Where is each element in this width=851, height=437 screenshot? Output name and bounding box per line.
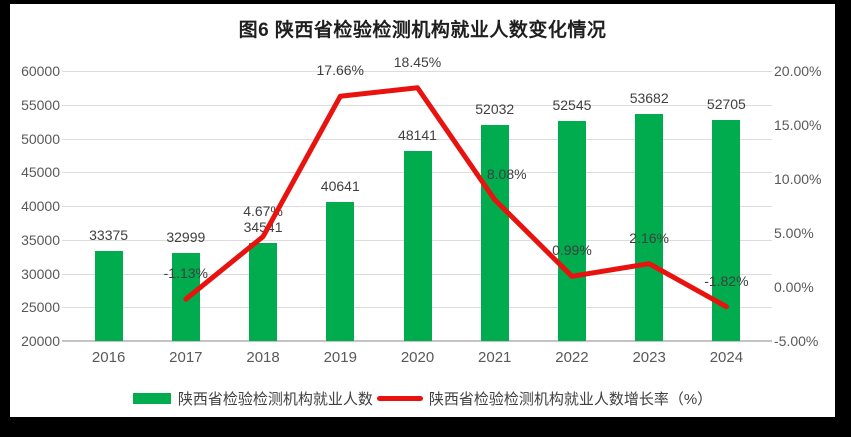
legend-line-swatch-icon bbox=[376, 395, 423, 401]
x-axis-label: 2017 bbox=[169, 349, 203, 366]
bar-2016 bbox=[94, 250, 123, 341]
x-axis-line bbox=[62, 340, 772, 342]
growth-value-label: 17.66% bbox=[316, 62, 364, 79]
legend: 陕西省检验检测机构就业人数 陕西省检验检测机构就业人数增长率（%） bbox=[10, 388, 835, 408]
right-axis-tick: 0.00% bbox=[774, 279, 814, 295]
bar-2024 bbox=[712, 120, 741, 341]
x-axis-label: 2021 bbox=[478, 349, 512, 366]
left-axis-tick: 55000 bbox=[21, 96, 60, 113]
right-axis-tick: 5.00% bbox=[774, 225, 814, 241]
growth-value-label: -1.13% bbox=[163, 265, 208, 282]
growth-value-label: 18.45% bbox=[393, 53, 442, 70]
x-axis-label: 2023 bbox=[632, 349, 666, 366]
x-axis-label: 2019 bbox=[323, 349, 357, 366]
bar-value-label: 48141 bbox=[398, 127, 437, 144]
bar-2021 bbox=[480, 124, 509, 341]
legend-bar-swatch-icon bbox=[132, 392, 171, 404]
x-axis-label: 2022 bbox=[555, 349, 589, 366]
growth-value-label: 4.67% bbox=[243, 202, 283, 219]
bar-value-label: 40641 bbox=[320, 177, 360, 194]
right-axis-tick: 10.00% bbox=[774, 171, 822, 187]
bar-2022 bbox=[557, 121, 586, 341]
legend-bar-label: 陕西省检验检测机构就业人数 bbox=[177, 390, 373, 408]
right-axis-tick: 20.00% bbox=[774, 63, 822, 79]
bar-value-label: 34541 bbox=[243, 218, 283, 235]
legend-line-label: 陕西省检验检测机构就业人数增长率（%） bbox=[428, 390, 713, 408]
x-axis-label: 2024 bbox=[709, 349, 744, 366]
bar-value-label: 52705 bbox=[706, 96, 746, 113]
bar-2018 bbox=[249, 242, 278, 341]
x-axis-label: 2016 bbox=[91, 349, 126, 366]
x-axis-label: 2020 bbox=[400, 349, 435, 366]
x-axis-label: 2018 bbox=[246, 349, 280, 366]
left-axis-tick: 60000 bbox=[21, 63, 60, 79]
left-axis-tick: 40000 bbox=[21, 198, 60, 214]
left-axis-tick: 35000 bbox=[21, 231, 60, 248]
growth-value-label: 2.16% bbox=[629, 229, 669, 246]
bar-value-label: 33375 bbox=[89, 226, 129, 243]
bar-2020 bbox=[403, 151, 432, 341]
left-axis-tick: 30000 bbox=[21, 265, 60, 282]
chart-title: 图6 陕西省检验检测机构就业人数变化情况 bbox=[238, 20, 607, 41]
left-axis-tick: 20000 bbox=[21, 333, 60, 349]
left-axis-tick: 25000 bbox=[21, 299, 60, 316]
right-axis-tick: 15.00% bbox=[774, 117, 822, 133]
gridline bbox=[62, 71, 772, 72]
right-axis-tick: -5.00% bbox=[774, 333, 819, 349]
growth-value-label: 8.08% bbox=[486, 165, 527, 182]
left-axis-tick: 50000 bbox=[21, 130, 60, 147]
left-axis-tick: 45000 bbox=[21, 164, 60, 181]
chart-panel: 图6 陕西省检验检测机构就业人数变化情况 陕西省检验检测机构就业人数 陕西省检验… bbox=[10, 4, 835, 417]
bar-2023 bbox=[635, 113, 664, 341]
growth-value-label: -1.82% bbox=[704, 272, 749, 289]
bar-2019 bbox=[326, 201, 355, 341]
